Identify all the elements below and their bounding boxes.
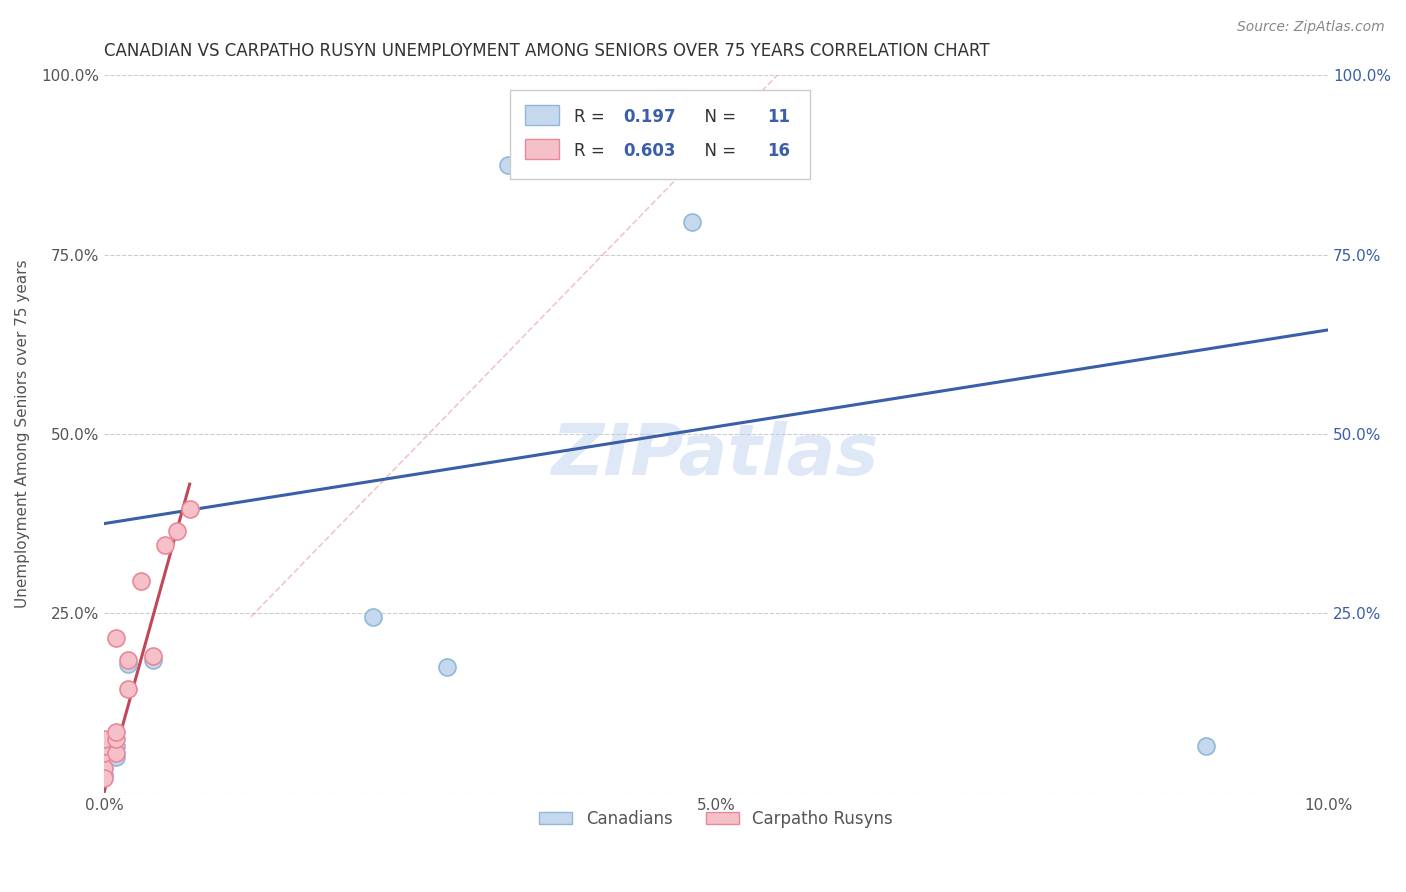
FancyBboxPatch shape	[524, 105, 560, 126]
Point	[153, 538, 176, 552]
Point	[166, 524, 188, 538]
FancyBboxPatch shape	[510, 89, 810, 179]
Point	[361, 610, 384, 624]
Point	[105, 731, 128, 746]
Point	[93, 739, 115, 753]
Text: CANADIAN VS CARPATHO RUSYN UNEMPLOYMENT AMONG SENIORS OVER 75 YEARS CORRELATION : CANADIAN VS CARPATHO RUSYN UNEMPLOYMENT …	[104, 42, 990, 60]
Point	[117, 681, 139, 696]
FancyBboxPatch shape	[524, 139, 560, 159]
Point	[142, 653, 165, 667]
Point	[93, 772, 115, 786]
Point	[681, 215, 703, 229]
Point	[1195, 739, 1218, 753]
Point	[436, 660, 458, 674]
Point	[105, 749, 128, 764]
Point	[179, 502, 201, 516]
Text: N =: N =	[695, 142, 741, 160]
Text: R =: R =	[574, 108, 610, 126]
Point	[105, 632, 128, 646]
Point	[93, 760, 115, 774]
Point	[93, 731, 115, 746]
Text: 16: 16	[768, 142, 790, 160]
Point	[142, 649, 165, 664]
Point	[93, 746, 115, 760]
Y-axis label: Unemployment Among Seniors over 75 years: Unemployment Among Seniors over 75 years	[15, 260, 30, 608]
Point	[93, 768, 115, 782]
Text: 11: 11	[768, 108, 790, 126]
Point	[129, 574, 152, 588]
Text: Source: ZipAtlas.com: Source: ZipAtlas.com	[1237, 20, 1385, 34]
Text: ZIPatlas: ZIPatlas	[553, 421, 880, 490]
Text: R =: R =	[574, 142, 610, 160]
Point	[105, 739, 128, 753]
Point	[117, 653, 139, 667]
Point	[105, 724, 128, 739]
Point	[496, 158, 519, 172]
Point	[117, 657, 139, 671]
Text: N =: N =	[695, 108, 741, 126]
Text: 0.603: 0.603	[623, 142, 675, 160]
Point	[105, 746, 128, 760]
Legend: Canadians, Carpatho Rusyns: Canadians, Carpatho Rusyns	[533, 803, 900, 835]
Point	[93, 746, 115, 760]
Text: 0.197: 0.197	[623, 108, 676, 126]
